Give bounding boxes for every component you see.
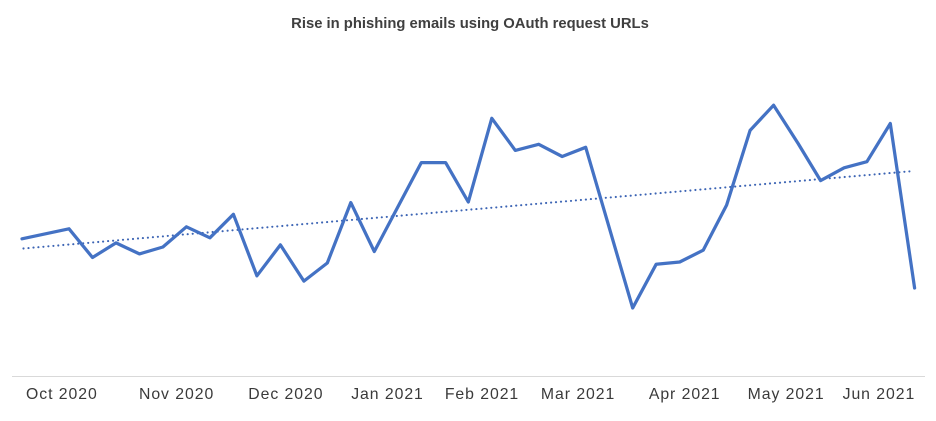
svg-text:Dec 2020: Dec 2020 [248, 386, 323, 403]
svg-text:Feb 2021: Feb 2021 [445, 386, 519, 403]
svg-text:Oct 2020: Oct 2020 [26, 386, 98, 403]
svg-text:Mar 2021: Mar 2021 [541, 386, 615, 403]
svg-text:Nov 2020: Nov 2020 [139, 386, 214, 403]
svg-text:Rise in phishing emails using: Rise in phishing emails using OAuth requ… [291, 16, 649, 32]
svg-text:Jan 2021: Jan 2021 [351, 386, 424, 403]
svg-text:Apr 2021: Apr 2021 [649, 386, 721, 403]
svg-text:May 2021: May 2021 [748, 386, 825, 403]
svg-text:Jun 2021: Jun 2021 [843, 386, 916, 403]
